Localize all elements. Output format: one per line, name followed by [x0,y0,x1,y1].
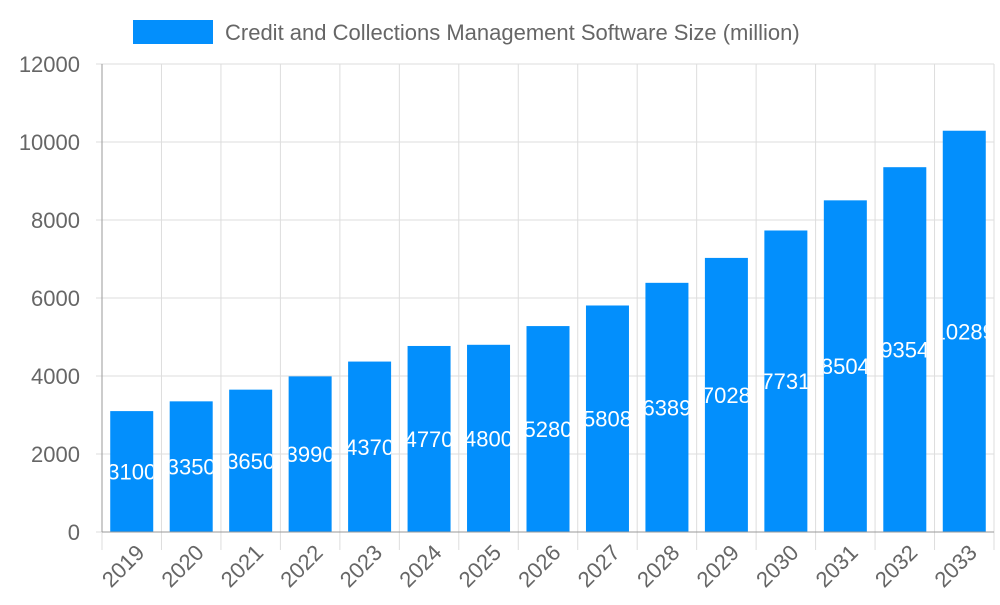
y-tick-label: 6000 [31,286,80,311]
data-label: 5808 [583,407,632,432]
x-tick-label: 2024 [394,540,446,592]
x-tick-label: 2025 [454,540,506,592]
grid [96,63,995,550]
x-tick-label: 2033 [930,540,982,592]
y-tick-label: 8000 [31,208,80,233]
bar [883,167,927,532]
bar [585,305,629,532]
bar [704,257,748,532]
x-tick-label: 2020 [156,540,208,592]
bar [467,344,511,532]
legend[interactable]: Credit and Collections Management Softwa… [133,20,800,45]
x-tick-label: 2032 [870,540,922,592]
data-label: 4800 [464,426,513,451]
data-label: 6389 [642,395,691,420]
bar [110,411,154,532]
bar [288,376,332,532]
data-label: 4770 [405,427,454,452]
y-tick-label: 4000 [31,364,80,389]
y-tick-label: 10000 [19,130,80,155]
bar [823,200,867,532]
data-label: 9354 [880,338,929,363]
bar [526,326,570,532]
data-label: 4370 [345,435,394,460]
x-tick-label: 2026 [513,540,565,592]
data-label: 3100 [107,460,156,485]
legend-swatch [133,20,213,44]
x-tick-label: 2030 [751,540,803,592]
data-label: 10289 [934,319,995,344]
data-label: 3350 [167,455,216,480]
bar [645,282,689,532]
y-tick-label: 2000 [31,442,80,467]
data-label: 5280 [524,417,573,442]
bar [764,230,808,532]
data-label: 3990 [286,442,335,467]
legend-label: Credit and Collections Management Softwa… [225,20,800,45]
data-label: 3650 [226,449,275,474]
x-tick-label: 2021 [216,540,268,592]
bar [407,345,451,532]
data-label: 7028 [702,383,751,408]
x-tick-label: 2028 [632,540,684,592]
y-tick-label: 0 [68,520,80,545]
bar [169,401,213,532]
bar [942,130,986,532]
data-label: 8504 [821,354,870,379]
x-tick-label: 2027 [573,540,625,592]
x-tick-label: 2019 [97,540,149,592]
y-tick-label: 12000 [19,52,80,77]
x-tick-label: 2022 [275,540,327,592]
x-tick-label: 2023 [335,540,387,592]
bar [229,389,273,532]
x-tick-label: 2029 [692,540,744,592]
bar [348,361,392,532]
x-tick-label: 2031 [811,540,863,592]
data-label: 7731 [761,369,810,394]
bars: 3100 3350 3650 3990 4370 4770 4800 5280 5808 6389… [107,130,995,532]
